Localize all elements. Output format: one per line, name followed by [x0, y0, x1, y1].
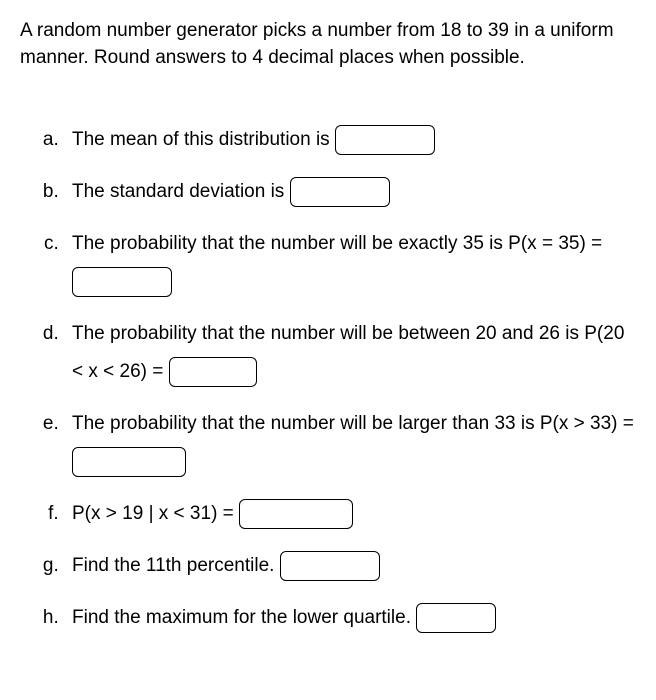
- question-b: The standard deviation is: [64, 173, 636, 211]
- answer-input-f[interactable]: [239, 499, 353, 529]
- answer-input-h[interactable]: [416, 603, 496, 633]
- question-c: The probability that the number will be …: [64, 225, 636, 301]
- question-e-text: The probability that the number will be …: [72, 413, 634, 434]
- question-f-text: P(x > 19 | x < 31) =: [72, 503, 239, 524]
- question-e: The probability that the number will be …: [64, 405, 636, 481]
- question-h-text: Find the maximum for the lower quartile.: [72, 607, 416, 628]
- question-d-text: The probability that the number will be …: [72, 323, 624, 382]
- answer-input-g[interactable]: [280, 551, 380, 581]
- question-a-text: The mean of this distribution is: [72, 129, 335, 150]
- answer-input-c[interactable]: [72, 267, 172, 297]
- question-d: The probability that the number will be …: [64, 315, 636, 391]
- question-g: Find the 11th percentile.: [64, 547, 636, 585]
- answer-input-a[interactable]: [335, 125, 435, 155]
- questions-list: The mean of this distribution is The sta…: [20, 121, 636, 637]
- question-a: The mean of this distribution is: [64, 121, 636, 159]
- answer-input-d[interactable]: [169, 357, 257, 387]
- answer-input-e[interactable]: [72, 447, 186, 477]
- question-f: P(x > 19 | x < 31) =: [64, 495, 636, 533]
- answer-input-b[interactable]: [290, 177, 390, 207]
- question-c-text: The probability that the number will be …: [72, 233, 602, 254]
- question-h: Find the maximum for the lower quartile.: [64, 599, 636, 637]
- question-b-text: The standard deviation is: [72, 181, 290, 202]
- question-g-text: Find the 11th percentile.: [72, 555, 280, 576]
- problem-intro: A random number generator picks a number…: [20, 18, 636, 71]
